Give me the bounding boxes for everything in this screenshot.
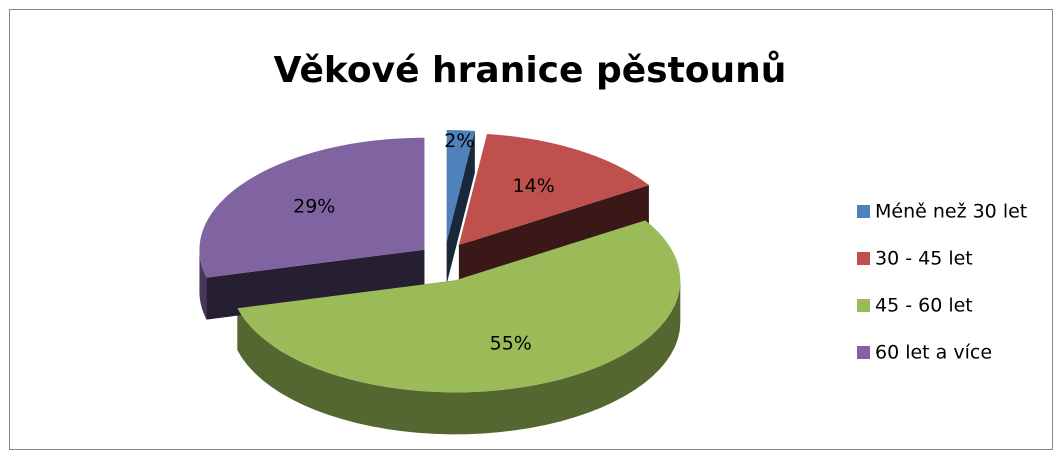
slice-side [446, 130, 475, 285]
chart-title: Věkové hranice pěstounů [274, 50, 787, 91]
data-label: 55% [490, 333, 532, 355]
slice [199, 137, 425, 278]
legend-label: Méně než 30 let [875, 201, 1027, 223]
data-label: 2% [444, 130, 474, 152]
data-label: 14% [513, 175, 555, 197]
slice [446, 130, 475, 243]
slice-rim [237, 280, 681, 435]
slice [458, 133, 649, 246]
legend-swatch [857, 205, 870, 218]
data-label: 29% [293, 196, 335, 218]
slice-side [458, 185, 649, 288]
legend-label: 30 - 45 let [875, 248, 973, 270]
slice [237, 220, 681, 393]
slice-rim [199, 249, 207, 320]
slice-side [206, 249, 425, 320]
pie-tops: 2% 14% 55% 29% [199, 130, 681, 393]
legend-swatch [857, 346, 870, 359]
legend-label: 60 let a více [875, 342, 992, 364]
legend-swatch [857, 252, 870, 265]
legend-swatch [857, 299, 870, 312]
legend-label: 45 - 60 let [875, 295, 973, 317]
